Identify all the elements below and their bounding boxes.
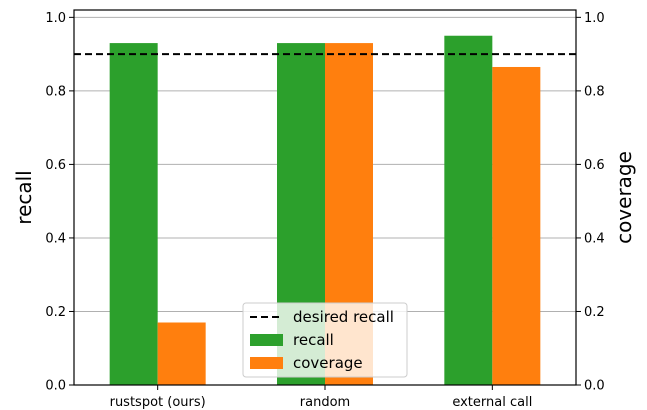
left-tick-label: 0.8	[45, 84, 66, 99]
legend-label: coverage	[293, 354, 363, 372]
legend-label: desired recall	[293, 308, 394, 326]
right-tick-label: 0.2	[584, 305, 605, 320]
bar-recall	[109, 43, 158, 386]
legend-label: recall	[293, 331, 334, 349]
left-tick-label: 0.6	[45, 158, 66, 173]
bar-recall	[444, 35, 493, 386]
legend-patch-swatch	[250, 334, 283, 346]
left-axis-label: recall	[12, 170, 36, 224]
bar-coverage	[157, 322, 206, 385]
right-axis-ticks: 0.0 0.2 0.4 0.6 0.8 1.0	[576, 11, 605, 394]
right-tick-label: 1.0	[584, 11, 605, 26]
left-tick-label: 0.4	[45, 231, 66, 246]
x-axis-ticks: rustspot (ours) random external call	[110, 385, 532, 410]
left-tick-label: 1.0	[45, 11, 66, 26]
x-tick-label: external call	[452, 395, 532, 410]
right-axis-label: coverage	[612, 151, 636, 244]
bar-coverage	[492, 66, 541, 385]
right-tick-label: 0.0	[584, 379, 605, 394]
right-tick-label: 0.8	[584, 84, 605, 99]
left-tick-label: 0.2	[45, 305, 66, 320]
legend-box	[242, 302, 408, 378]
x-tick-label: rustspot (ours)	[110, 395, 206, 410]
x-tick-label: random	[300, 395, 350, 410]
left-axis-ticks: 0.0 0.2 0.4 0.6 0.8 1.0	[45, 11, 74, 394]
right-tick-label: 0.4	[584, 231, 605, 246]
right-tick-label: 0.6	[584, 158, 605, 173]
legend: desired recall recall coverage	[242, 302, 408, 378]
left-tick-label: 0.0	[45, 379, 66, 394]
legend-patch-swatch	[250, 357, 283, 369]
